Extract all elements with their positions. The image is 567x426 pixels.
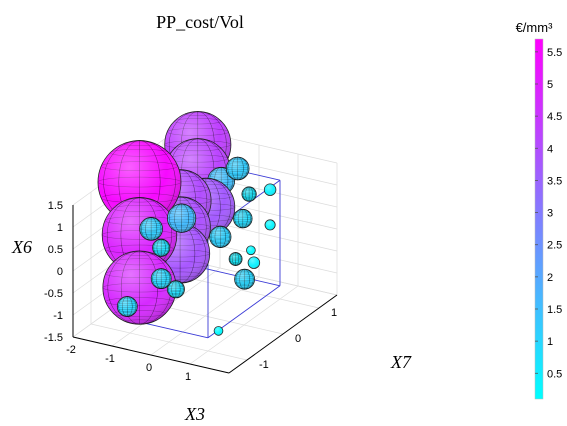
bubble-shade bbox=[226, 157, 250, 180]
colorbar-tick-label: 4.5 bbox=[547, 111, 562, 123]
bubble bbox=[264, 219, 276, 231]
bubble bbox=[233, 208, 253, 229]
bubble-shade bbox=[248, 256, 260, 269]
z-axis-label: X6 bbox=[11, 237, 32, 257]
x-tick-label: -2 bbox=[66, 344, 76, 356]
bubble bbox=[213, 326, 224, 336]
colorbar-gradient bbox=[534, 38, 544, 400]
bubble bbox=[150, 268, 172, 290]
colorbar-tick-label: 2.5 bbox=[547, 240, 562, 252]
colorbar-tick-label: 3.5 bbox=[547, 175, 562, 187]
bubble bbox=[167, 203, 197, 233]
colorbar-ticks: 0.5 1 1.5 2 2.5 3 3.5 4 4.5 5 5.5 bbox=[535, 47, 562, 380]
x-axis-label: X3 bbox=[184, 404, 205, 424]
bubble bbox=[116, 296, 138, 317]
y-tick-label: -1 bbox=[259, 359, 269, 371]
z-tick-label: -1.5 bbox=[44, 332, 63, 344]
z-tick-label: -1 bbox=[53, 310, 63, 322]
chart-title: PP_cost/Vol bbox=[156, 12, 244, 32]
x-tick-label: 0 bbox=[146, 362, 152, 374]
bubble bbox=[139, 217, 163, 241]
z-tick-label: 1.5 bbox=[48, 200, 63, 212]
bubble bbox=[152, 238, 171, 257]
bubble-shade bbox=[117, 296, 138, 317]
colorbar-tick-label: 3 bbox=[547, 208, 553, 220]
bubble-shade bbox=[97, 140, 181, 224]
y-tick-label: 1 bbox=[331, 307, 337, 319]
grid-line bbox=[90, 323, 248, 361]
y-axis-line bbox=[228, 294, 338, 374]
bubble bbox=[247, 256, 261, 269]
bubble-shade bbox=[246, 245, 256, 255]
bubble-shade bbox=[229, 252, 243, 266]
colorbar-label: €/mm³ bbox=[516, 20, 554, 35]
bubble-shade bbox=[241, 186, 257, 202]
bubble-shade bbox=[265, 219, 276, 230]
bubble bbox=[241, 186, 257, 202]
bubble bbox=[263, 183, 277, 196]
bubble bbox=[209, 225, 232, 248]
colorbar-tick-label: 2 bbox=[547, 272, 553, 284]
colorbar-tick-label: 4 bbox=[547, 143, 553, 155]
z-tick-label: 1 bbox=[57, 222, 63, 234]
bubble-series bbox=[97, 111, 277, 336]
bubble-shade bbox=[152, 239, 170, 257]
bubble bbox=[225, 156, 250, 181]
colorbar-tick-label: 0.5 bbox=[547, 368, 562, 380]
bubble bbox=[246, 245, 256, 256]
x-axis-line bbox=[72, 336, 230, 374]
colorbar-tick-label: 5 bbox=[547, 79, 553, 91]
z-tick-label: 0.5 bbox=[48, 244, 63, 256]
colorbar-tick-label: 5.5 bbox=[547, 47, 562, 59]
colorbar: €/mm³ 0.5 1 1.5 2 2.5 3 3.5 4 4.5 5 5.5 bbox=[516, 20, 562, 400]
y-axis-label: X7 bbox=[390, 352, 412, 372]
axis-ticks: -1.5 -1 -0.5 0 0.5 1 1.5 -2 -1 0 1 -1 0 1 bbox=[44, 200, 337, 383]
bubble-shade bbox=[233, 209, 253, 228]
bubble-shade bbox=[214, 326, 223, 336]
colorbar-tick-label: 1 bbox=[547, 336, 553, 348]
bubble-shade bbox=[209, 226, 231, 248]
colorbar-tick-label: 1.5 bbox=[547, 304, 562, 316]
bubble-shade bbox=[167, 280, 185, 298]
x-tick-label: -1 bbox=[105, 353, 115, 365]
z-tick-label: 0 bbox=[57, 266, 63, 278]
y-tick-label: 0 bbox=[295, 333, 301, 345]
bubble bbox=[234, 268, 256, 290]
bubble-shade bbox=[139, 217, 163, 241]
bubble-shade bbox=[264, 183, 276, 196]
z-tick-label: -0.5 bbox=[44, 288, 63, 300]
bubble-shade bbox=[234, 269, 255, 290]
bubble-shade bbox=[151, 268, 172, 289]
x-tick-label: 1 bbox=[185, 371, 191, 383]
bubble bbox=[228, 252, 243, 266]
bubble-shade bbox=[167, 204, 196, 233]
